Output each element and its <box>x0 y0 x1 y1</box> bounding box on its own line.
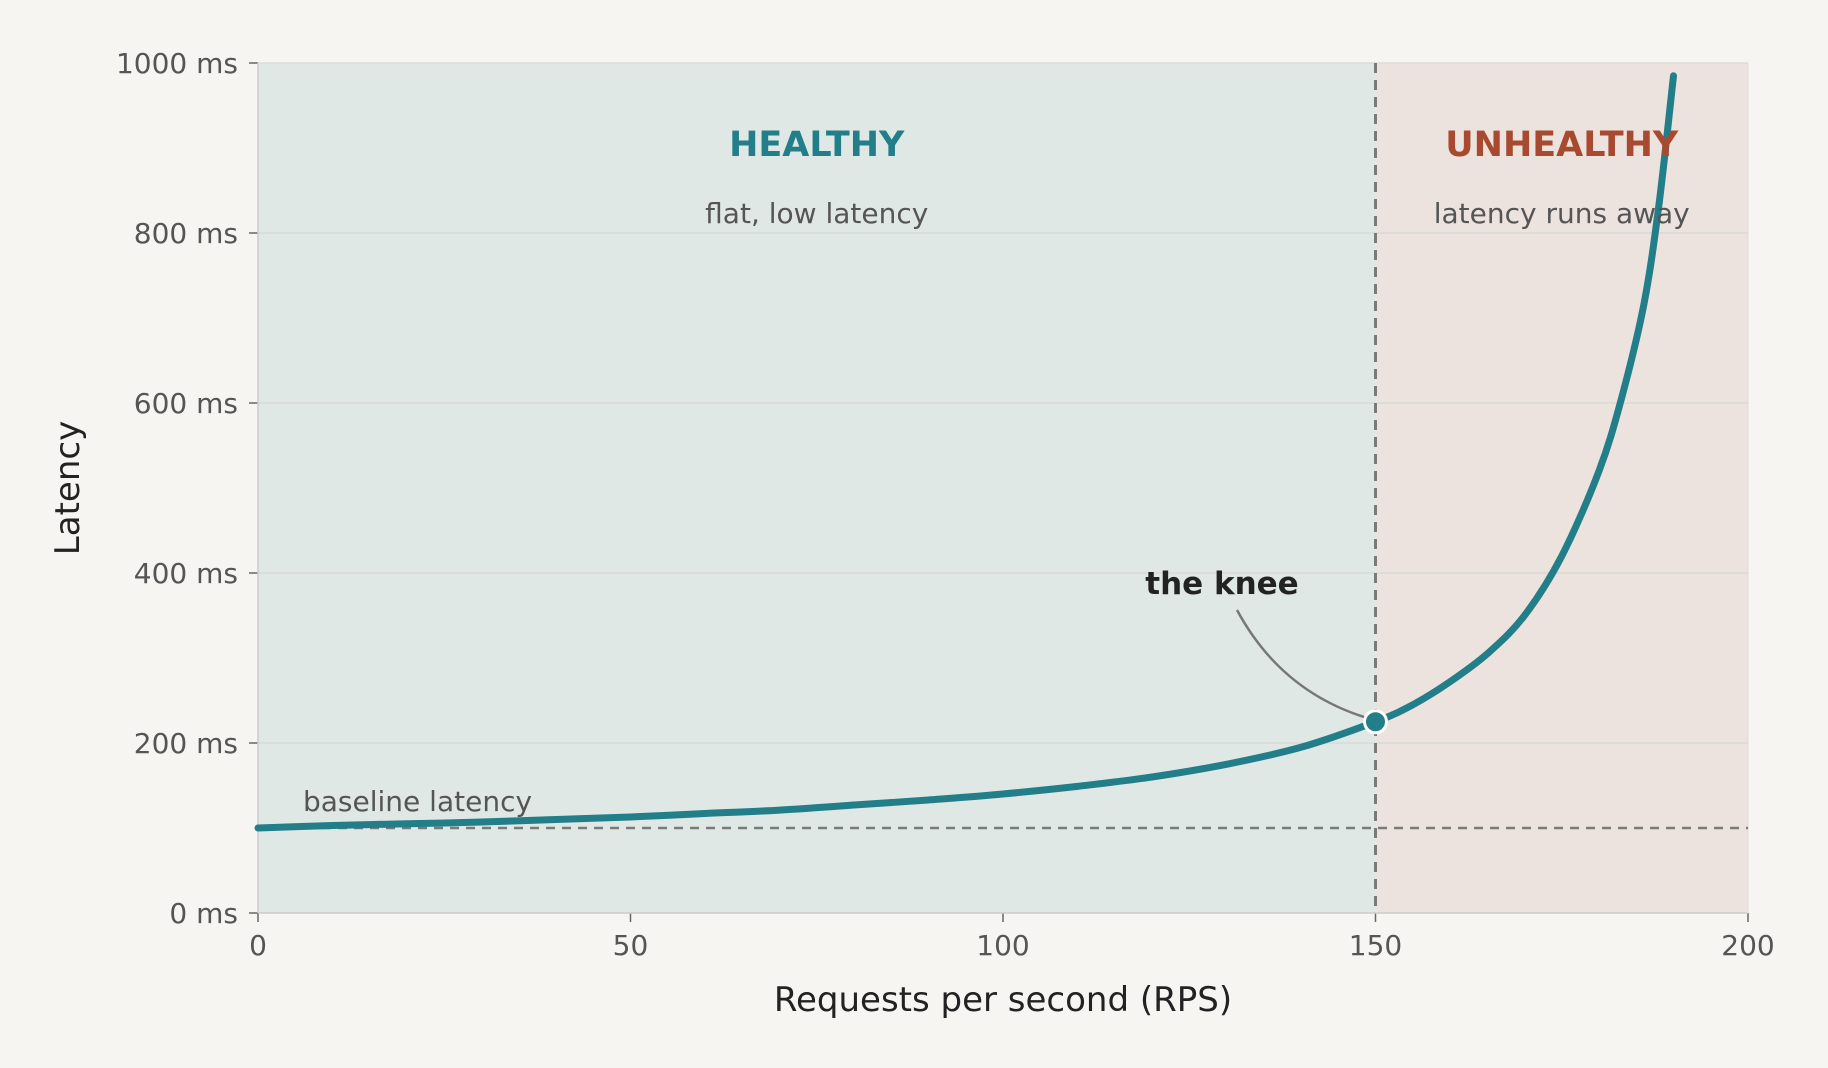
regions-layer <box>258 63 1748 913</box>
x-tick-label: 150 <box>1349 929 1402 962</box>
y-tick-label: 1000 ms <box>116 47 238 80</box>
region-healthy-title: HEALTHY <box>729 125 905 165</box>
series-layer <box>254 72 1677 832</box>
knee-point <box>1363 709 1388 735</box>
y-tick-label: 800 ms <box>134 217 238 250</box>
reference-lines-layer <box>258 63 1748 913</box>
latency-curve <box>254 72 1677 832</box>
y-tick-label: 0 ms <box>169 897 238 930</box>
region-unhealthy-subtitle: latency runs away <box>1434 197 1690 230</box>
x-axis-title: Requests per second (RPS) <box>774 980 1232 1020</box>
x-tick-label: 0 <box>249 929 267 962</box>
y-axis-title: Latency <box>48 421 88 555</box>
region-healthy-subtitle: flat, low latency <box>705 197 928 230</box>
y-tick-label: 600 ms <box>134 387 238 420</box>
baseline-label: baseline latency <box>303 785 532 818</box>
region-unhealthy-title: UNHEALTHY <box>1445 125 1679 165</box>
knee-label: the knee <box>1145 566 1298 602</box>
axes-layer: 0 ms 200 ms 400 ms 600 ms 800 ms 1000 ms 0 50 10… <box>48 47 1775 1020</box>
x-tick-label: 100 <box>976 929 1029 962</box>
x-tick-label: 200 <box>1721 929 1774 962</box>
y-tick-label: 400 ms <box>134 557 238 590</box>
x-tick-label: 50 <box>613 929 649 962</box>
labels-layer: HEALTHY flat, low latency UNHEALTHY latency… <box>303 125 1690 818</box>
knee-arrow <box>1235 609 1365 719</box>
y-tick-label: 200 ms <box>134 727 238 760</box>
region-unhealthy-band <box>1375 63 1748 913</box>
